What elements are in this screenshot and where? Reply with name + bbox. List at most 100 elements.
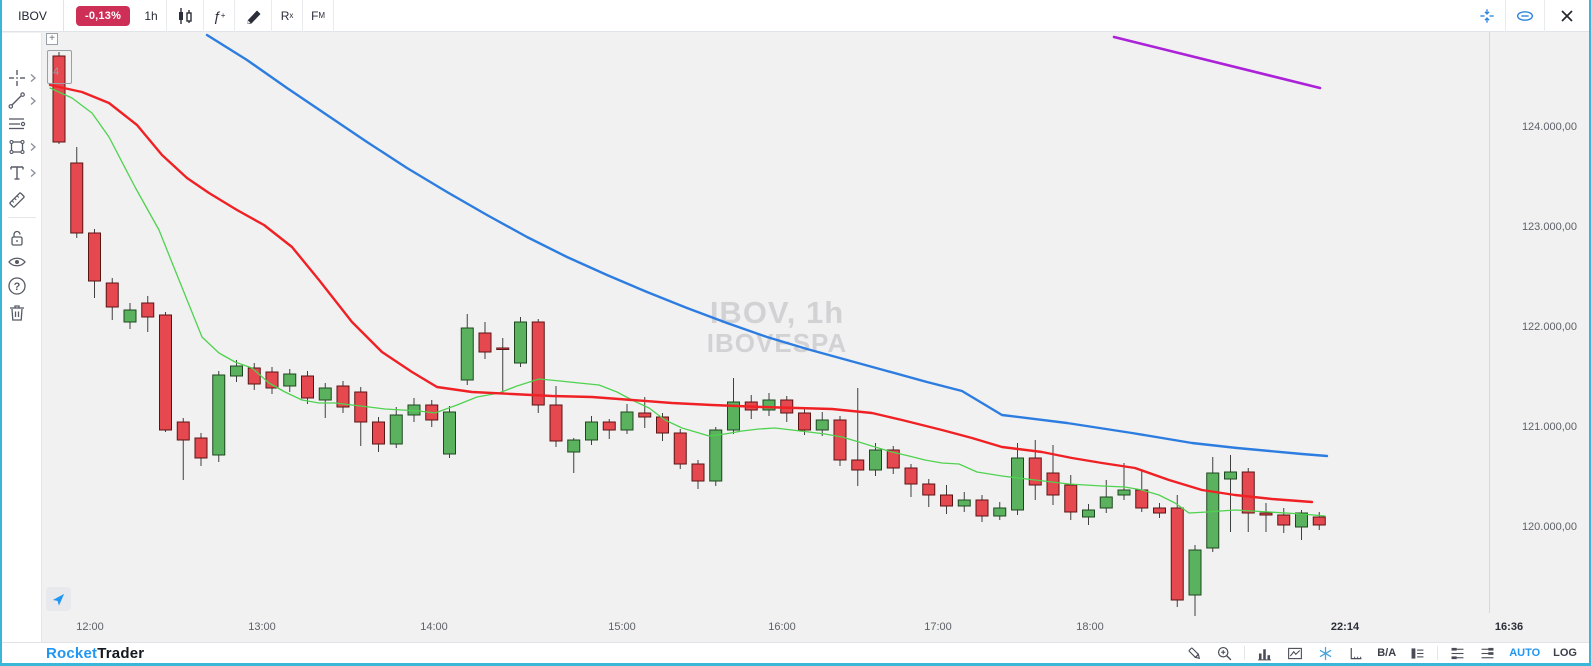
measure-button[interactable] (1184, 645, 1205, 662)
candle-down[interactable] (176, 421, 190, 441)
oval-eye-button[interactable] (1506, 0, 1544, 32)
candle-down[interactable] (1028, 457, 1042, 486)
candle-down[interactable] (1064, 484, 1078, 513)
ma-slow-line[interactable] (205, 33, 1329, 458)
axis-settings-button[interactable] (1345, 645, 1366, 662)
candle-up[interactable] (585, 421, 598, 441)
candle-selection-box[interactable] (47, 50, 72, 84)
candle-up[interactable] (123, 309, 137, 323)
candle-down[interactable] (656, 416, 669, 434)
candle-down[interactable] (105, 282, 119, 308)
candle-down[interactable] (975, 499, 989, 517)
candle-up[interactable] (957, 499, 971, 507)
candle-down[interactable] (531, 321, 545, 406)
candle-down[interactable] (159, 314, 172, 431)
candle-down[interactable] (1312, 516, 1326, 526)
candle-down[interactable] (886, 449, 900, 469)
candle-down[interactable] (1153, 507, 1166, 514)
candle-up[interactable] (514, 321, 527, 364)
time-axis[interactable]: 12:00 13:00 14:00 15:00 16:00 17:00 18:00 22:14… (2, 612, 1589, 642)
help-tool[interactable]: ? (5, 273, 39, 299)
candle-down[interactable] (638, 412, 652, 418)
candle-up[interactable] (212, 374, 226, 456)
candle-down[interactable] (940, 494, 953, 507)
candle-up[interactable] (620, 411, 634, 431)
candle-up[interactable] (1188, 549, 1202, 596)
align-right-button[interactable] (1477, 645, 1498, 662)
candle-down[interactable] (602, 421, 616, 431)
candle-up[interactable] (283, 373, 297, 387)
candle-down[interactable] (922, 483, 936, 496)
candle-down[interactable] (1241, 471, 1255, 514)
draw-button[interactable] (235, 0, 271, 32)
bid-ask-toggle[interactable]: B/A (1377, 647, 1397, 659)
price-axis[interactable]: 124.000,00 123.000,00 122.000,00 121.000,00… (1489, 32, 1589, 613)
candle-up[interactable] (567, 439, 581, 453)
visibility-tool[interactable] (5, 249, 39, 275)
candle-up[interactable] (1295, 512, 1308, 528)
candle-up[interactable] (460, 327, 474, 381)
candle-up[interactable] (869, 449, 882, 471)
order-book-button[interactable] (1407, 645, 1428, 662)
candle-down[interactable] (851, 459, 865, 471)
candle-up[interactable] (815, 419, 829, 431)
collapse-button[interactable] (1469, 0, 1505, 32)
trend-line-tool[interactable] (5, 88, 39, 114)
candle-down[interactable] (1277, 514, 1291, 526)
candle-down[interactable] (478, 332, 492, 353)
parallel-lines-tool[interactable] (5, 111, 39, 137)
candle-up[interactable] (762, 399, 776, 411)
ruler-tool[interactable] (5, 187, 39, 213)
auto-scale-toggle[interactable]: AUTO (1509, 647, 1541, 659)
symbol-tab[interactable]: IBOV (2, 0, 64, 31)
lock-tool[interactable] (5, 225, 39, 251)
candle-down[interactable] (372, 421, 385, 445)
interval-button[interactable]: 1h (136, 0, 166, 32)
candle-up[interactable] (1082, 509, 1095, 518)
candle-up[interactable] (230, 365, 243, 377)
candle-down[interactable] (141, 302, 155, 318)
candle-down[interactable] (833, 419, 847, 461)
candle-up[interactable] (993, 507, 1007, 517)
candle-down[interactable] (904, 467, 918, 485)
candle-down[interactable] (798, 412, 811, 431)
scroll-to-realtime-button[interactable] (46, 587, 71, 611)
candle-up[interactable] (389, 414, 403, 445)
candle-down[interactable] (70, 162, 84, 234)
align-left-button[interactable] (1447, 645, 1468, 662)
candlestick-style-button[interactable] (167, 0, 203, 32)
candle-down[interactable] (336, 385, 350, 408)
candle-down[interactable] (1170, 507, 1184, 601)
candle-down[interactable] (549, 404, 563, 442)
add-order-button[interactable]: + (46, 33, 58, 45)
candle-down[interactable] (691, 463, 705, 482)
candle-down[interactable] (1046, 472, 1060, 496)
log-scale-toggle[interactable]: LOG (1553, 647, 1577, 659)
candle-down[interactable] (88, 232, 101, 282)
candle-up[interactable] (318, 387, 332, 401)
zoom-in-button[interactable] (1214, 645, 1235, 662)
candle-up[interactable] (709, 429, 723, 482)
candlestick-chart[interactable] (42, 32, 1489, 630)
ma-mid-line[interactable] (48, 83, 1314, 504)
volume-panel-button[interactable] (1254, 645, 1275, 662)
delete-tool[interactable] (5, 300, 39, 326)
candle-up[interactable] (1206, 472, 1220, 549)
candle-down[interactable] (1259, 512, 1273, 516)
candle-down[interactable] (496, 347, 510, 350)
candle-up[interactable] (1099, 496, 1113, 509)
close-button[interactable] (1545, 0, 1589, 32)
candle-down[interactable] (265, 371, 279, 389)
rectangle-shape-tool[interactable] (5, 134, 39, 160)
indicators-button[interactable]: ƒ + (204, 0, 234, 32)
candle-down[interactable] (673, 432, 687, 465)
candle-down[interactable] (1135, 489, 1149, 509)
candle-up[interactable] (443, 411, 456, 455)
candle-up[interactable] (1117, 489, 1131, 496)
purple-trendline[interactable] (1112, 35, 1322, 90)
candle-down[interactable] (301, 375, 314, 399)
crosshair-tool[interactable] (5, 65, 39, 91)
candle-up[interactable] (727, 401, 740, 431)
